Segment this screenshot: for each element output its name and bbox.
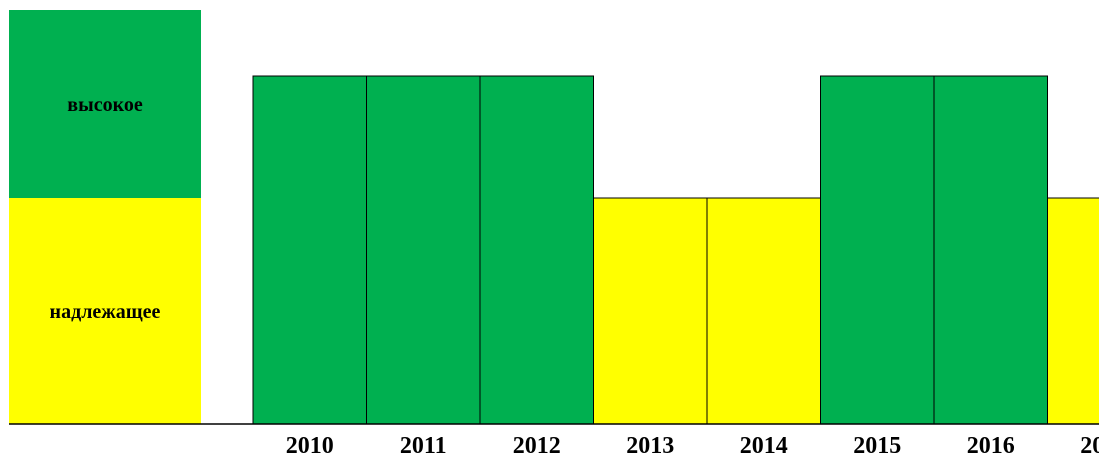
- x-tick-label-2013: 2013: [626, 433, 674, 459]
- x-tick-label-2012: 2012: [513, 433, 561, 459]
- legend-label-adequate: надлежащее: [50, 301, 161, 323]
- legend-block-high: [9, 10, 201, 198]
- x-tick-label-2015: 2015: [853, 433, 901, 459]
- legend-block-adequate: [9, 198, 201, 424]
- bar-2014: [706, 197, 821, 425]
- bar-2015: [820, 75, 935, 425]
- x-tick-label-2014: 2014: [740, 433, 788, 459]
- x-tick-label-2016: 2016: [967, 433, 1015, 459]
- x-tick-labels: 2010 2011 2012 2013 2014 2015 2016 2017: [286, 433, 1099, 459]
- bar-2011: [366, 75, 481, 425]
- legend-label-high: высокое: [67, 94, 143, 116]
- bars: [252, 75, 1099, 425]
- x-tick-label-2017: 2017: [1080, 433, 1099, 459]
- x-tick-label-2010: 2010: [286, 433, 334, 459]
- x-tick-label-2011: 2011: [400, 433, 447, 459]
- y-category-legend: высокое надлежащее: [9, 10, 201, 424]
- bar-2016: [933, 75, 1048, 425]
- bar-2012: [479, 75, 594, 425]
- bar-2017: [1047, 197, 1099, 425]
- bar-2013: [593, 197, 708, 425]
- bar-2010: [252, 75, 367, 425]
